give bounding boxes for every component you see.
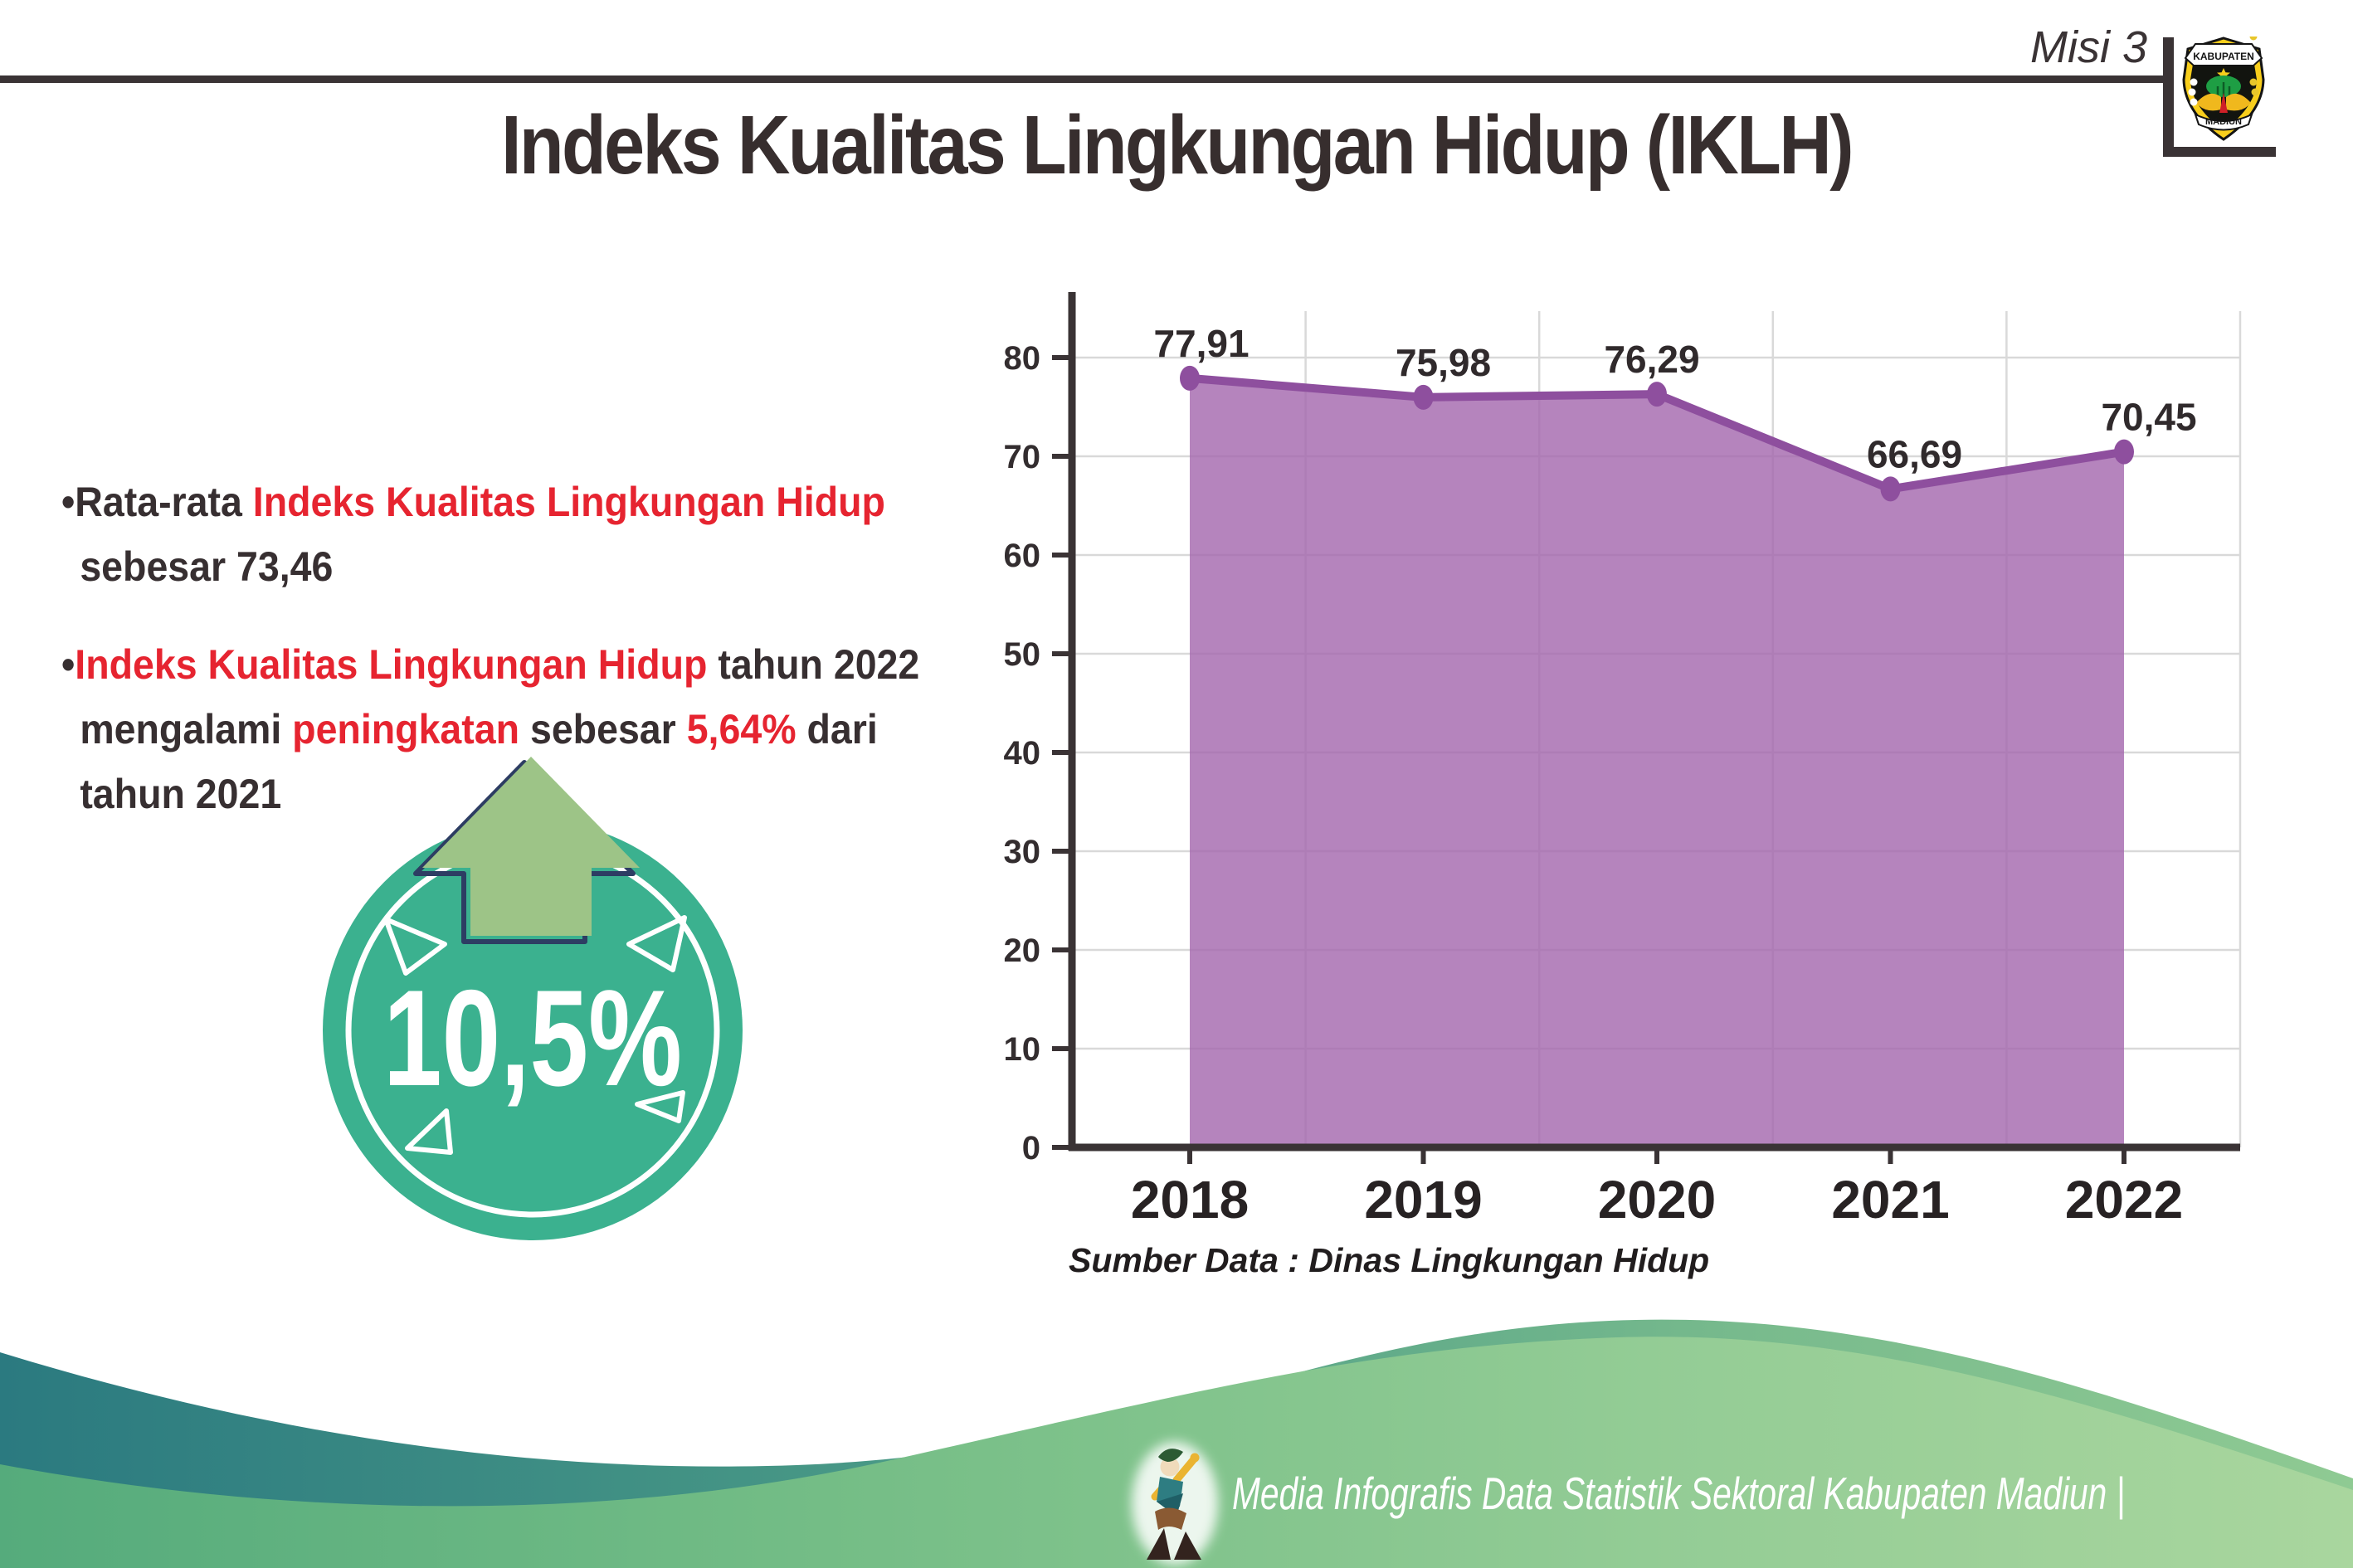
text-segment: • xyxy=(61,641,76,688)
bullet-line: mengalami peningkatan sebesar 5,64% dari xyxy=(80,697,948,762)
kabupaten-madiun-logo-icon: KABUPATEN MADIUN xyxy=(2182,37,2265,141)
data-point xyxy=(2114,439,2134,465)
logo-bottom-text: MADIUN xyxy=(2205,117,2242,127)
data-label: 77,91 xyxy=(1153,322,1249,365)
y-tick-label: 70 xyxy=(1004,439,1041,475)
text-segment: mengalami xyxy=(80,706,293,752)
y-tick-label: 10 xyxy=(1004,1031,1041,1068)
y-tick-label: 50 xyxy=(1004,636,1041,673)
y-tick-label: 0 xyxy=(1022,1130,1040,1166)
x-tick-label: 2021 xyxy=(1831,1170,1949,1230)
footer-wave xyxy=(0,1319,2353,1568)
text-segment: peningkatan xyxy=(292,706,520,752)
y-tick-label: 80 xyxy=(1004,340,1041,377)
up-arrow-icon xyxy=(422,757,640,936)
data-label: 70,45 xyxy=(2101,396,2196,439)
bullet-item: •Rata-rata Indeks Kualitas Lingkungan Hi… xyxy=(61,470,949,599)
text-segment: Indeks Kualitas Lingkungan Hidup xyxy=(252,479,885,525)
bullet-line: sebesar 73,46 xyxy=(80,534,948,599)
logo-frame-vertical xyxy=(2163,37,2174,156)
text-segment: 5,64% xyxy=(686,706,797,752)
y-tick-label: 60 xyxy=(1004,538,1041,574)
x-tick-label: 2018 xyxy=(1131,1170,1249,1230)
source-note: Sumber Data : Dinas Lingkungan Hidup xyxy=(1069,1241,1710,1279)
bullet-line: •Rata-rata Indeks Kualitas Lingkungan Hi… xyxy=(61,470,949,534)
data-point xyxy=(1180,365,1200,391)
y-tick-label: 20 xyxy=(1004,933,1041,969)
text-segment: sebesar 73,46 xyxy=(80,543,334,590)
badge-value: 10,5% xyxy=(383,962,682,1114)
series-area xyxy=(1190,377,2124,1148)
y-tick-label: 40 xyxy=(1004,735,1041,772)
y-tick-label: 30 xyxy=(1004,834,1041,870)
key-findings-list: •Rata-rata Indeks Kualitas Lingkungan Hi… xyxy=(61,470,949,859)
text-segment: dari xyxy=(796,706,878,752)
text-segment: tahun 2021 xyxy=(80,771,282,817)
increase-badge: 10,5% xyxy=(323,757,743,1240)
x-tick-label: 2022 xyxy=(2065,1170,2183,1230)
data-label: 76,29 xyxy=(1604,338,1699,381)
page-title: Indeks Kualitas Lingkungan Hidup (IKLH) xyxy=(501,99,1854,192)
logo-top-text: KABUPATEN xyxy=(2193,51,2254,62)
logo-frame-bottom xyxy=(2163,147,2276,157)
data-point xyxy=(1413,384,1434,410)
badge-circle xyxy=(323,821,743,1240)
data-point xyxy=(1647,382,1667,407)
data-point xyxy=(1880,476,1901,502)
bullet-line: •Indeks Kualitas Lingkungan Hidup tahun … xyxy=(61,632,949,697)
x-tick-label: 2020 xyxy=(1598,1170,1716,1230)
text-segment: •Rata-rata xyxy=(61,479,253,525)
x-tick-label: 2019 xyxy=(1364,1170,1482,1230)
data-label: 66,69 xyxy=(1867,432,1962,475)
bullet-item: •Indeks Kualitas Lingkungan Hidup tahun … xyxy=(61,632,949,826)
bullet-line: tahun 2021 xyxy=(80,762,948,826)
top-rule xyxy=(0,75,2167,83)
mascot-icon xyxy=(1132,1442,1218,1565)
misi-label: Misi 3 xyxy=(2029,22,2147,72)
text-segment: tahun 2022 xyxy=(707,641,920,688)
data-label: 75,98 xyxy=(1396,341,1491,384)
footer-caption: Media Infografis Data Statistik Sektoral… xyxy=(1232,1468,2126,1519)
text-segment: sebesar xyxy=(519,706,687,752)
text-segment: Indeks Kualitas Lingkungan Hidup xyxy=(75,641,708,688)
